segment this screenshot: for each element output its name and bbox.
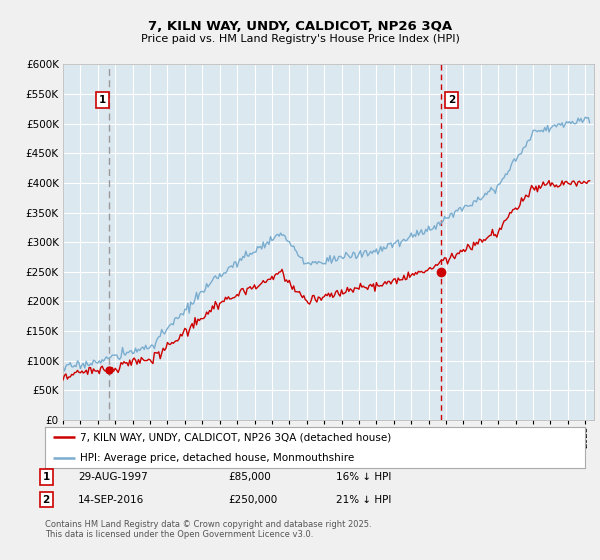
Text: £85,000: £85,000	[228, 472, 271, 482]
Text: 1: 1	[99, 95, 106, 105]
Text: 16% ↓ HPI: 16% ↓ HPI	[336, 472, 391, 482]
Text: 7, KILN WAY, UNDY, CALDICOT, NP26 3QA: 7, KILN WAY, UNDY, CALDICOT, NP26 3QA	[148, 20, 452, 33]
Text: 1: 1	[43, 472, 50, 482]
Text: £250,000: £250,000	[228, 494, 277, 505]
Text: 2: 2	[43, 494, 50, 505]
Text: 29-AUG-1997: 29-AUG-1997	[78, 472, 148, 482]
Text: HPI: Average price, detached house, Monmouthshire: HPI: Average price, detached house, Monm…	[80, 452, 355, 463]
Text: 21% ↓ HPI: 21% ↓ HPI	[336, 494, 391, 505]
Text: 2: 2	[448, 95, 455, 105]
Text: 7, KILN WAY, UNDY, CALDICOT, NP26 3QA (detached house): 7, KILN WAY, UNDY, CALDICOT, NP26 3QA (d…	[80, 432, 391, 442]
Text: Contains HM Land Registry data © Crown copyright and database right 2025.
This d: Contains HM Land Registry data © Crown c…	[45, 520, 371, 539]
Text: Price paid vs. HM Land Registry's House Price Index (HPI): Price paid vs. HM Land Registry's House …	[140, 34, 460, 44]
Text: 14-SEP-2016: 14-SEP-2016	[78, 494, 144, 505]
